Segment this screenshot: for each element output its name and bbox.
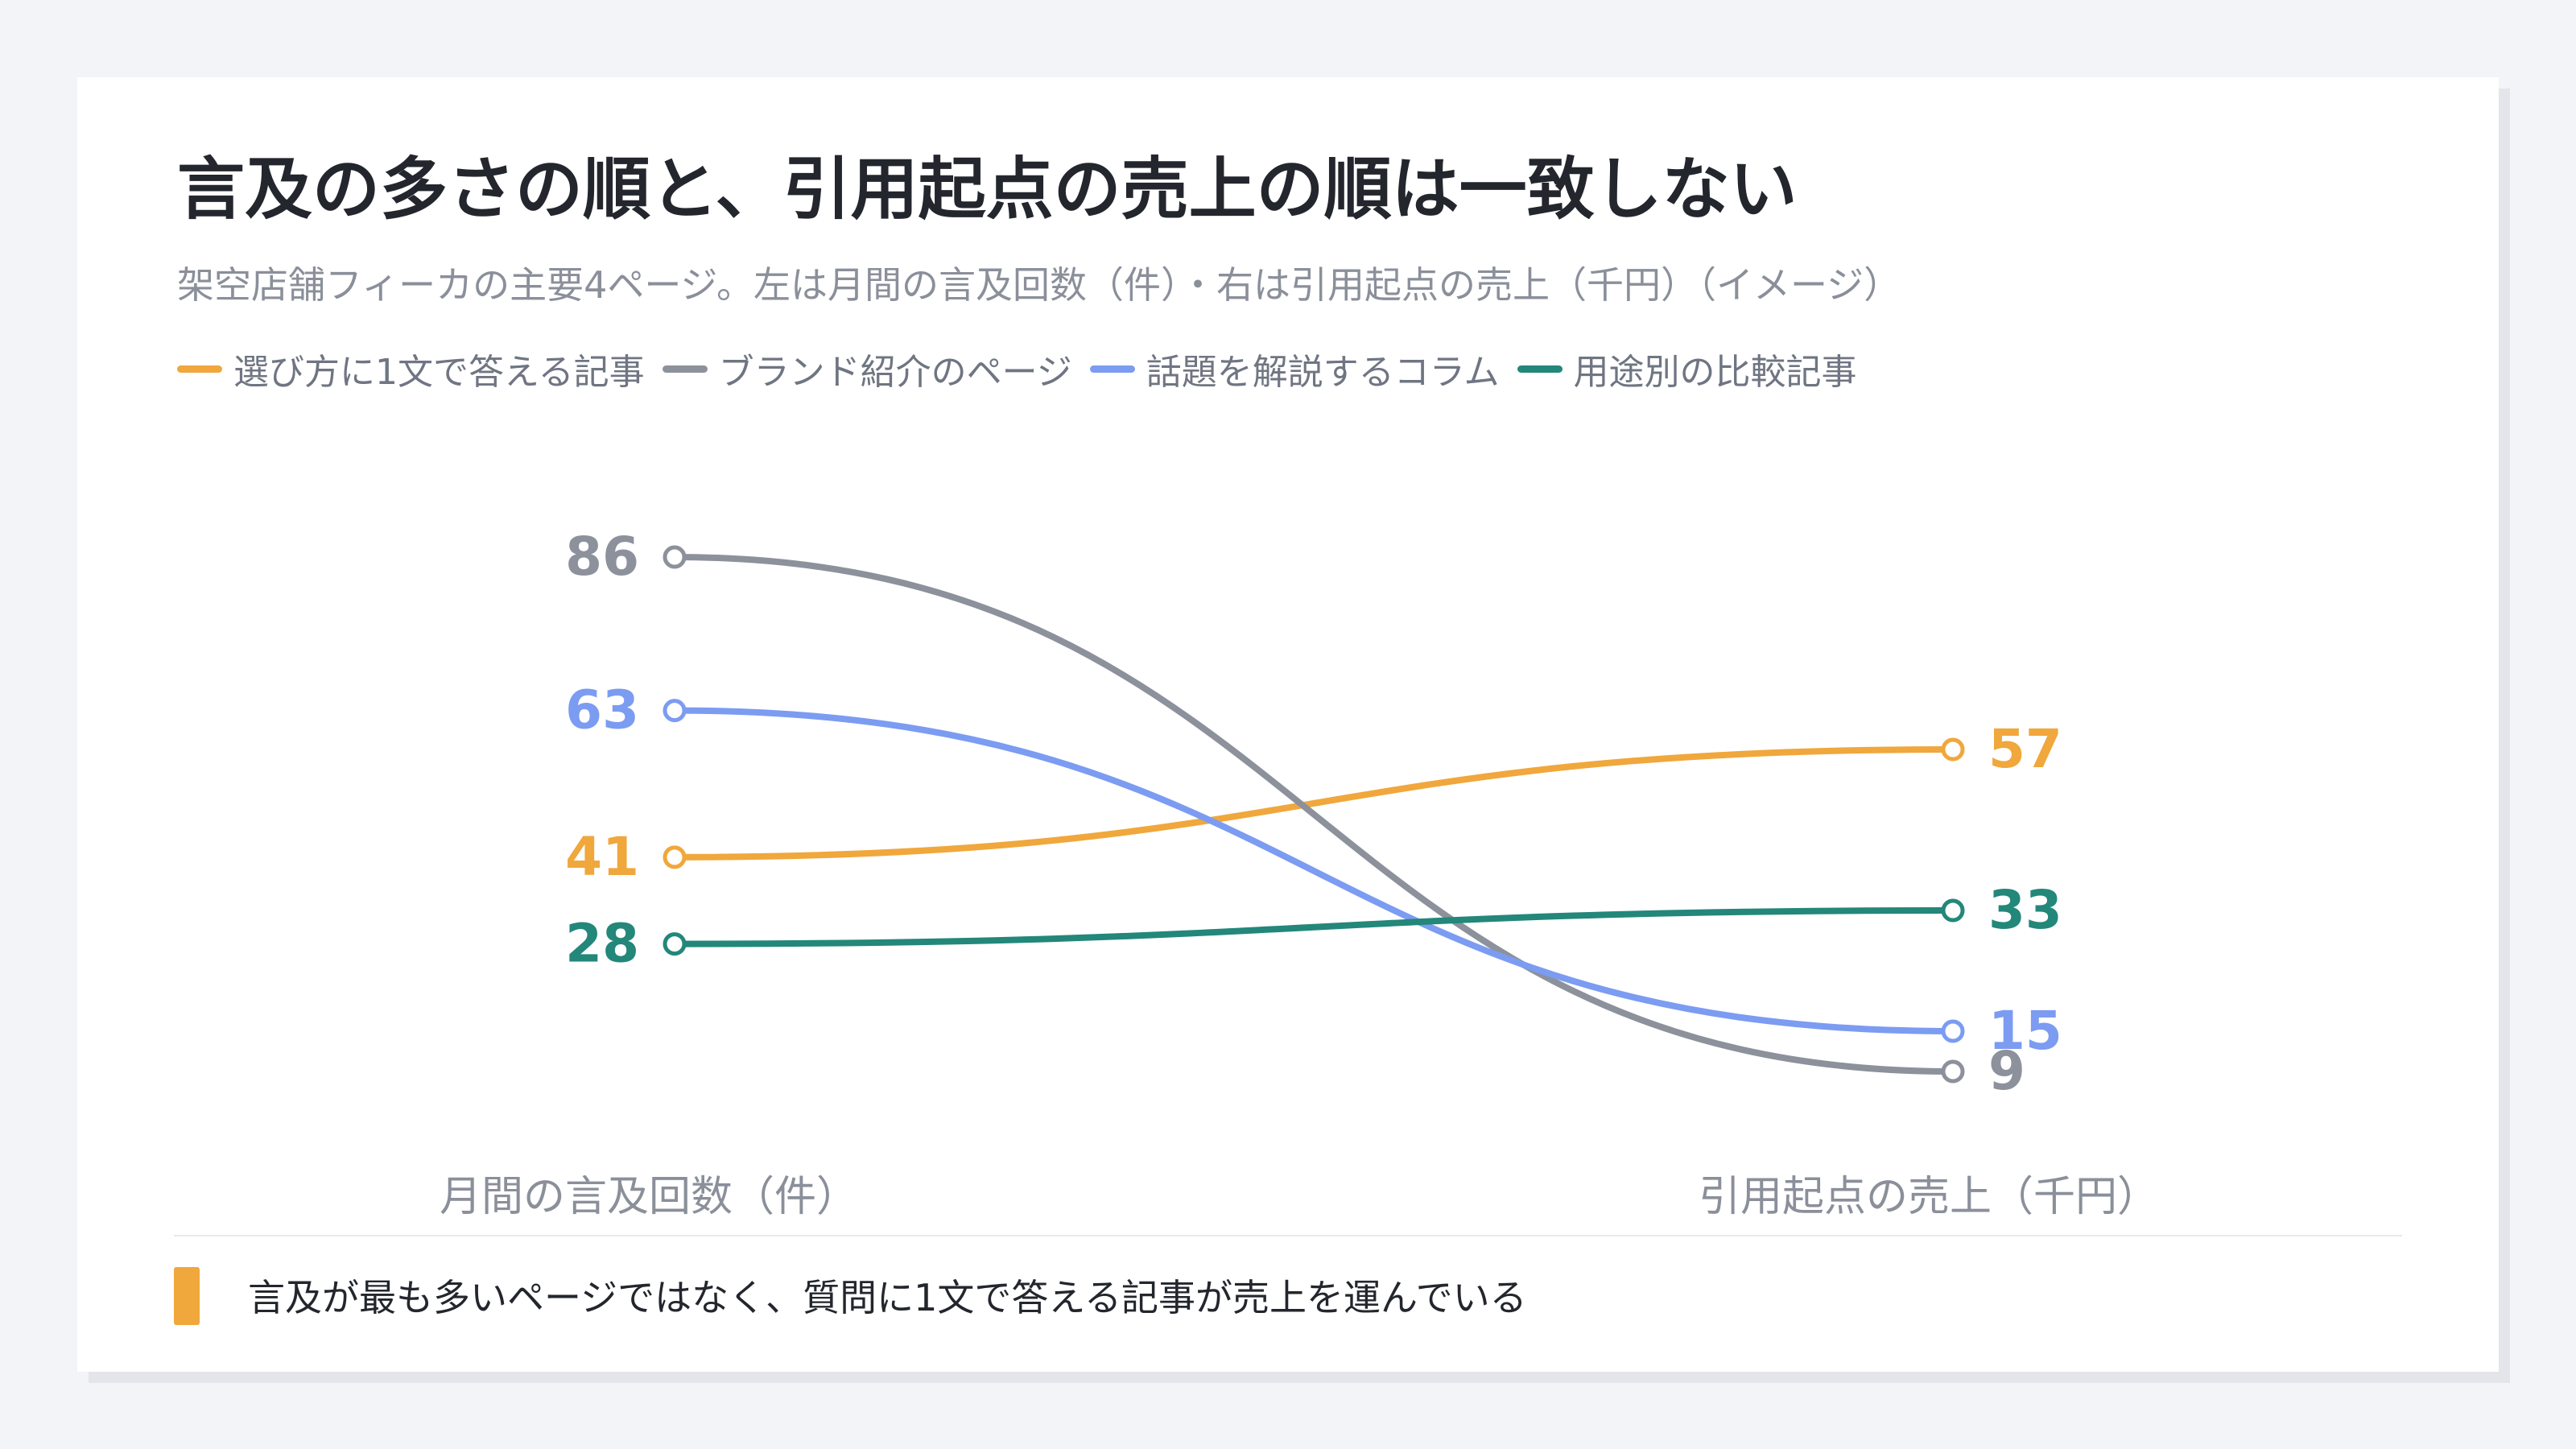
chart-card: 言及の多さの順と、引用起点の売上の順は一致しない 架空店舗フィーカの主要4ページ… (77, 77, 2499, 1372)
value-label-right-answer-article: 57 (1988, 718, 2062, 780)
legend-swatch-topic-column (1089, 365, 1135, 373)
legend-label-brand-page: ブランド紹介のページ (718, 352, 1072, 393)
series-line-comparison-article (671, 907, 1956, 947)
divider (174, 1235, 2402, 1236)
point-left-comparison-article (663, 932, 687, 956)
value-label-left-answer-article: 41 (565, 826, 639, 888)
value-label-left-topic-column: 63 (565, 679, 639, 741)
slope-chart: 41 57 86 9 63 15 28 33 (565, 526, 2062, 1102)
point-right-answer-article (1941, 737, 1965, 762)
value-label-left-brand-page: 86 (565, 526, 639, 588)
point-right-brand-page (1941, 1059, 1965, 1084)
value-label-right-brand-page: 9 (1988, 1040, 2025, 1102)
legend: 選び方に1文で答える記事 ブランド紹介のページ 話題を解説するコラム 用途別の比… (177, 343, 1875, 394)
legend-label-comparison-article: 用途別の比較記事 (1573, 352, 1857, 393)
value-label-left-comparison-article: 28 (565, 913, 639, 975)
left-axis-caption: 月間の言及回数（件） (439, 1173, 859, 1221)
note-accent-bar (174, 1267, 200, 1325)
value-label-right-comparison-article: 33 (1988, 879, 2062, 941)
point-left-topic-column (663, 699, 687, 723)
legend-item-answer-article: 選び方に1文で答える記事 (177, 343, 645, 394)
legend-label-answer-article: 選び方に1文で答える記事 (233, 352, 645, 393)
legend-swatch-brand-page (662, 365, 708, 373)
series-line-answer-article (671, 746, 1956, 861)
point-left-answer-article (663, 845, 687, 869)
legend-item-comparison-article: 用途別の比較記事 (1517, 343, 1857, 394)
series-line-topic-column (671, 707, 1956, 1034)
point-right-comparison-article (1941, 898, 1965, 923)
point-left-brand-page (663, 545, 687, 569)
chart-subtitle: 架空店舗フィーカの主要4ページ。左は月間の言及回数（件）・右は引用起点の売上（千… (177, 263, 1901, 307)
legend-label-topic-column: 話題を解説するコラム (1146, 352, 1500, 393)
legend-item-brand-page: ブランド紹介のページ (662, 343, 1072, 394)
point-right-topic-column (1941, 1019, 1965, 1043)
series-line-brand-page (671, 554, 1956, 1075)
legend-swatch-comparison-article (1517, 365, 1563, 373)
value-label-right-topic-column: 15 (1988, 1000, 2062, 1062)
chart-title: 言及の多さの順と、引用起点の売上の順は一致しない (177, 150, 1798, 229)
right-axis-caption: 引用起点の売上（千円） (1698, 1173, 2160, 1221)
legend-item-topic-column: 話題を解説するコラム (1089, 343, 1500, 394)
note-text: 言及が最も多いページではなく、質問に1文で答える記事が売上を運んでいる (248, 1276, 1527, 1319)
legend-swatch-answer-article (177, 365, 222, 373)
